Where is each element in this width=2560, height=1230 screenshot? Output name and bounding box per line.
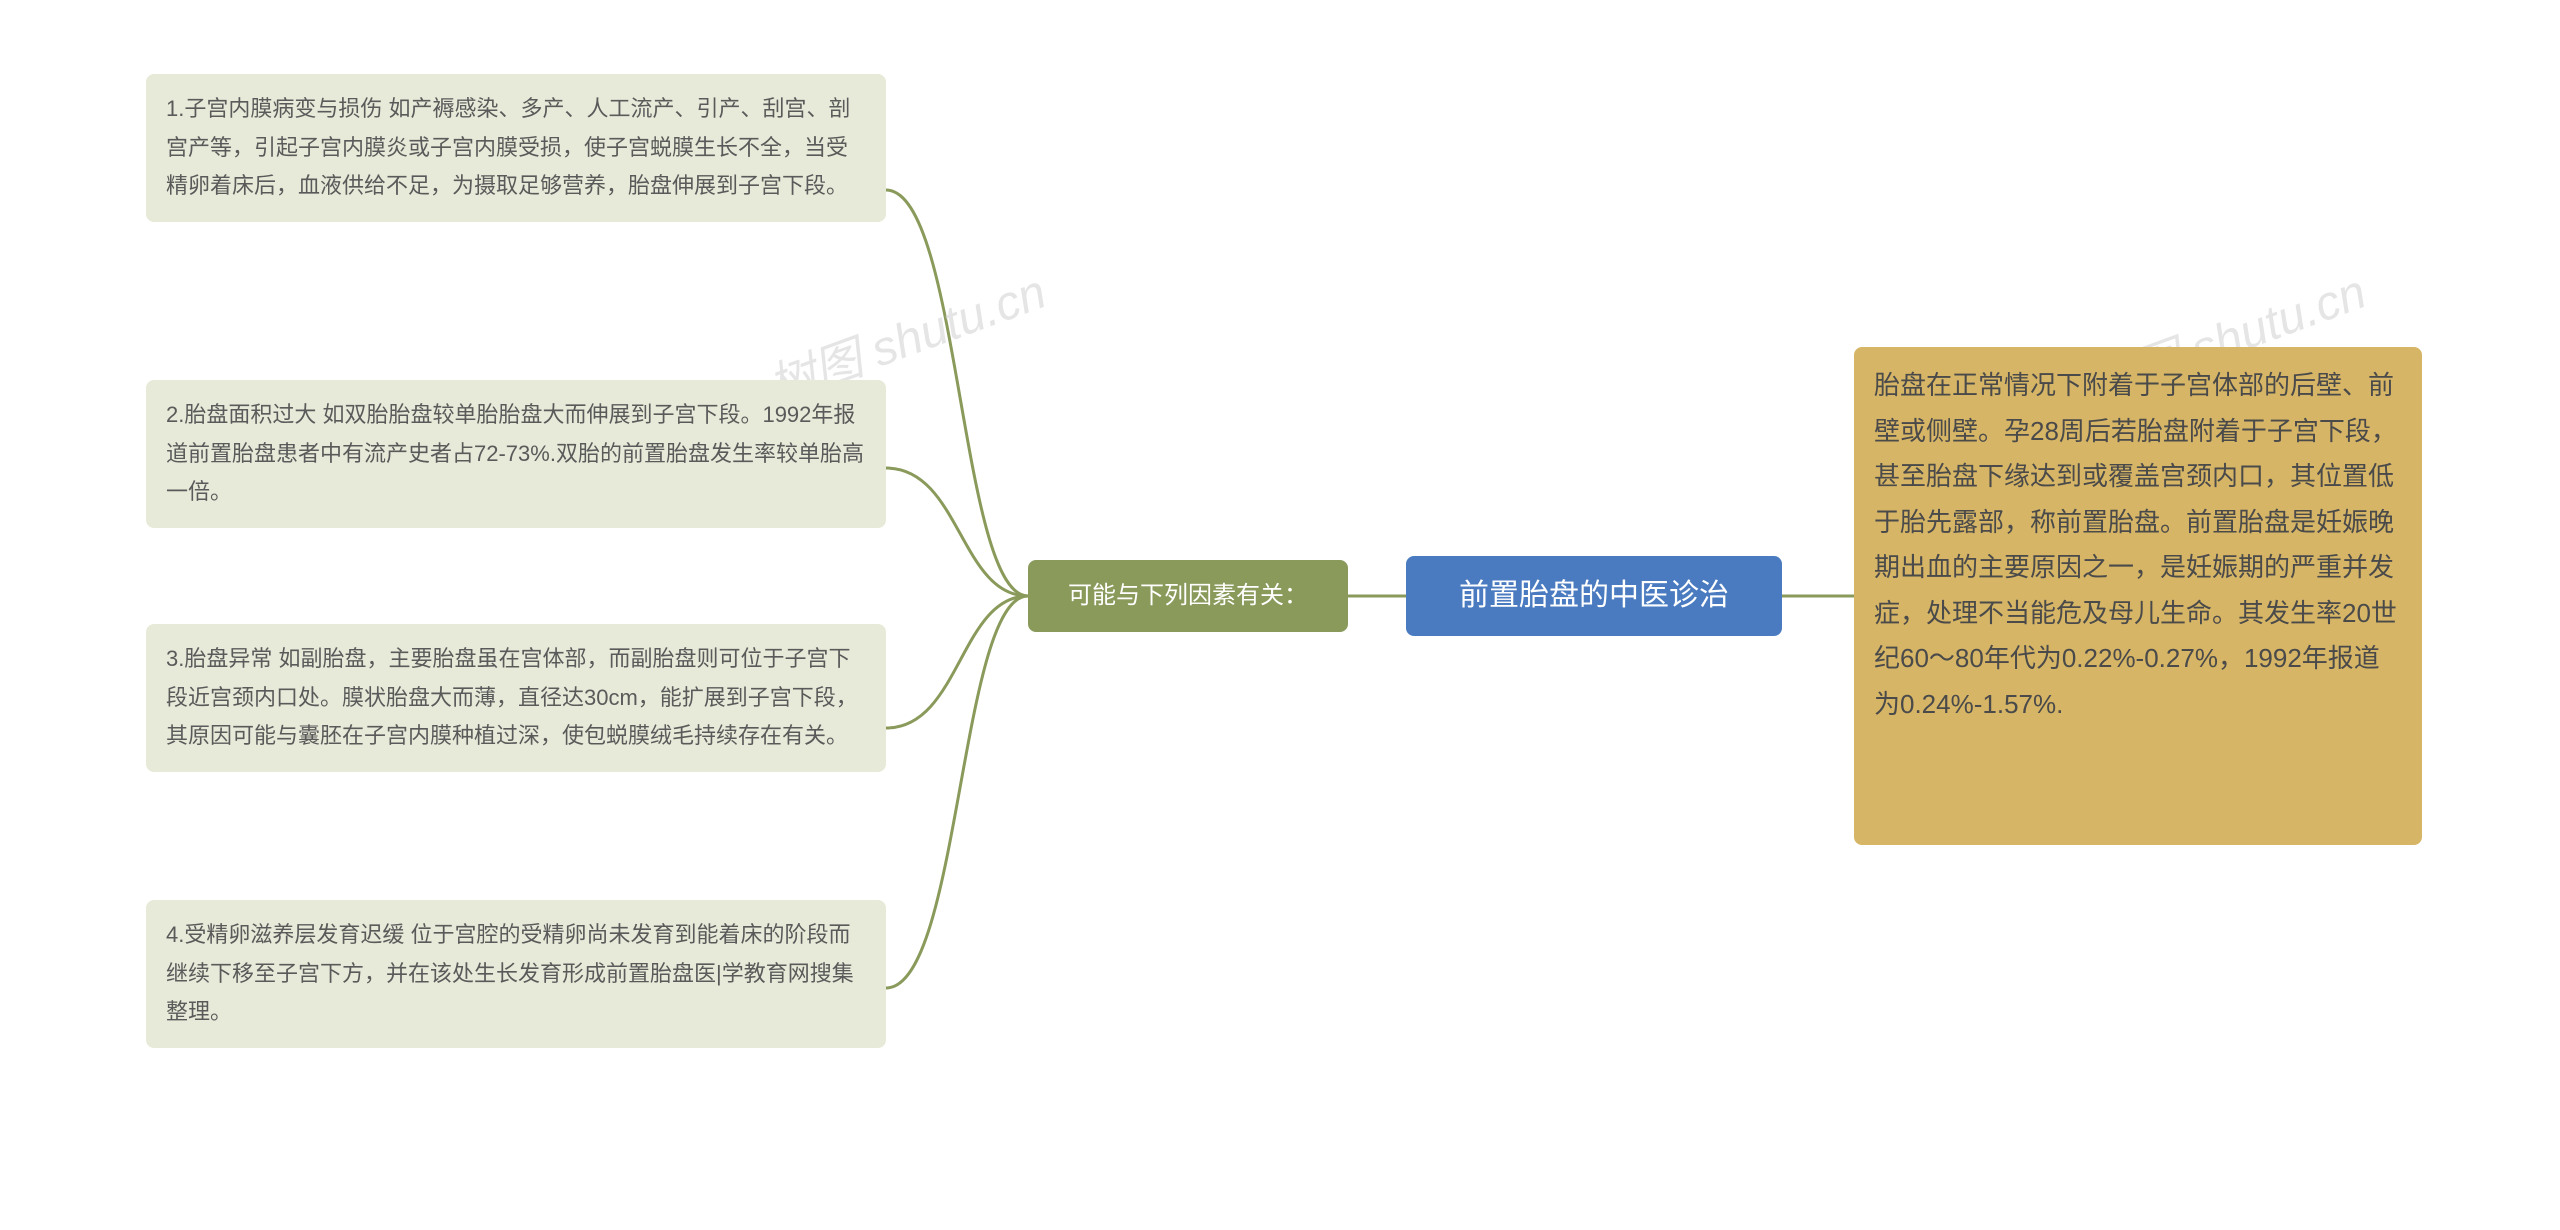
mindmap-right-node[interactable]: 胎盘在正常情况下附着于子宫体部的后壁、前壁或侧壁。孕28周后若胎盘附着于子宫下段… (1854, 347, 2422, 845)
mindmap-left-branch-label[interactable]: 可能与下列因素有关： (1028, 560, 1348, 632)
mindmap-leaf-node[interactable]: 3.胎盘异常 如副胎盘，主要胎盘虽在宫体部，而副胎盘则可位于子宫下段近宫颈内口处… (146, 624, 886, 772)
mindmap-leaf-node[interactable]: 2.胎盘面积过大 如双胎胎盘较单胎胎盘大而伸展到子宫下段。1992年报道前置胎盘… (146, 380, 886, 528)
mindmap-leaf-node[interactable]: 4.受精卵滋养层发育迟缓 位于宫腔的受精卵尚未发育到能着床的阶段而继续下移至子宫… (146, 900, 886, 1048)
mindmap-root-node[interactable]: 前置胎盘的中医诊治 (1406, 556, 1782, 636)
mindmap-leaf-node[interactable]: 1.子宫内膜病变与损伤 如产褥感染、多产、人工流产、引产、刮宫、剖宫产等，引起子… (146, 74, 886, 222)
